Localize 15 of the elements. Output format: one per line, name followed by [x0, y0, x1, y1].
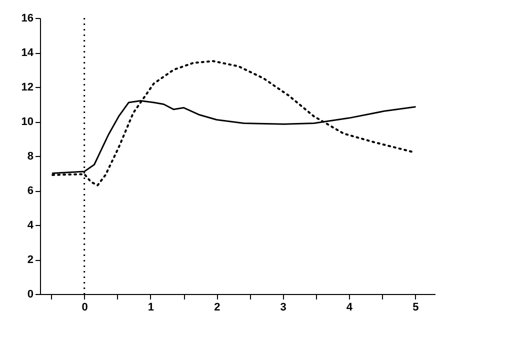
y-tick-label: 14	[21, 47, 34, 59]
y-tick-label: 6	[27, 185, 34, 197]
y-tick-label: 0	[27, 288, 34, 300]
y-tick-label: 2	[27, 254, 34, 266]
y-tick-label: 16	[21, 12, 34, 24]
x-tick-label: 5	[412, 302, 419, 314]
y-tick-label: 4	[27, 220, 34, 232]
x-tick-label: 2	[214, 302, 220, 314]
x-tick-label: 0	[82, 302, 88, 314]
x-tick-label: 4	[346, 302, 354, 314]
x-tick-label: 1	[148, 302, 154, 314]
y-tick-label: 10	[21, 116, 34, 128]
y-tick-label: 12	[21, 82, 34, 94]
y-tick-label: 8	[27, 150, 34, 162]
x-tick-label: 3	[280, 302, 286, 314]
